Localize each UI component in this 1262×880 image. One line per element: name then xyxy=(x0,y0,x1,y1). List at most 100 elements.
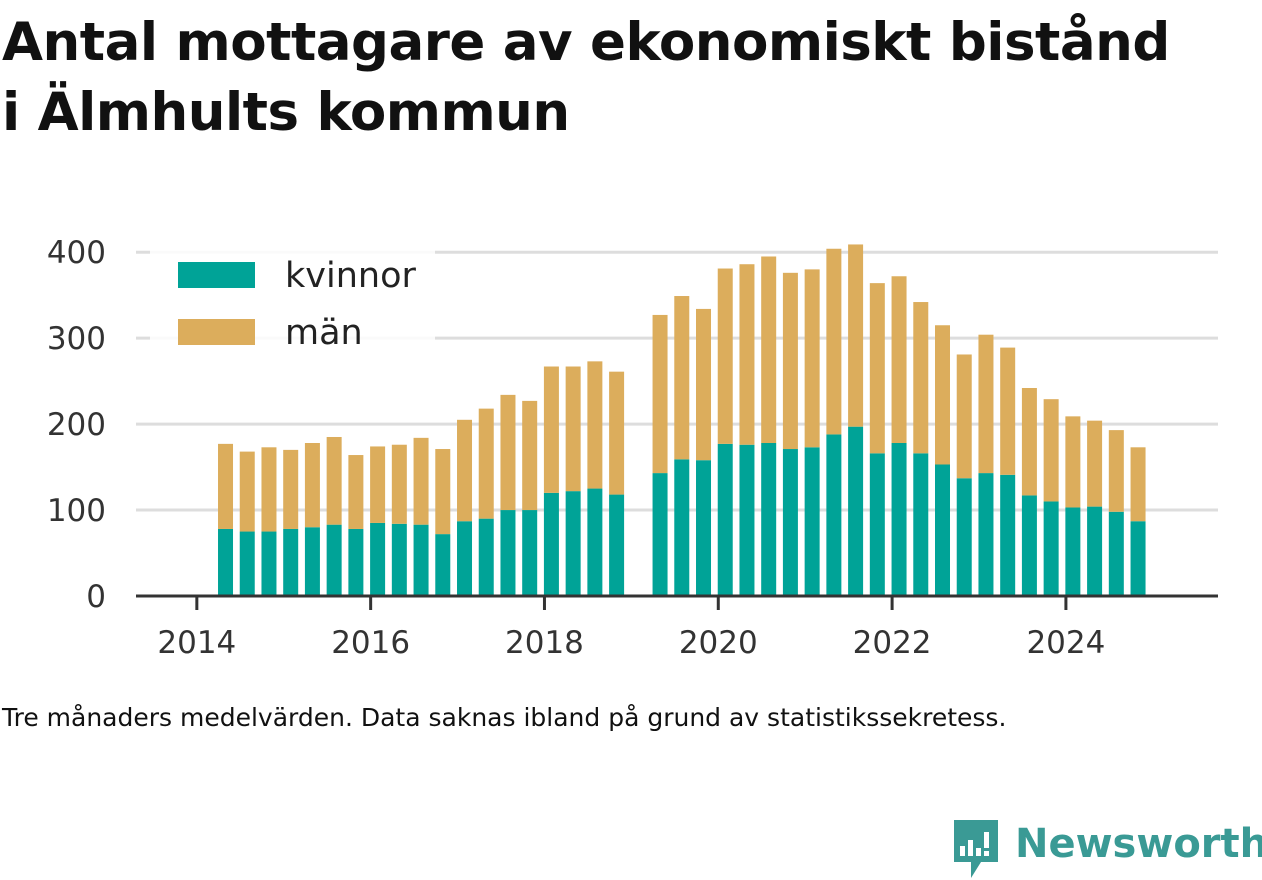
y-tick-label: 400 xyxy=(47,235,106,271)
bar-kvinnor xyxy=(239,531,255,596)
bar-man xyxy=(522,400,538,511)
bar-man xyxy=(1021,387,1037,496)
bar-kvinnor xyxy=(1108,511,1124,596)
bar-kvinnor xyxy=(218,528,234,596)
bar-man xyxy=(1065,416,1081,508)
bar-kvinnor xyxy=(500,510,516,596)
bar-kvinnor xyxy=(478,518,494,596)
x-tick-label: 2022 xyxy=(853,625,932,661)
bar-man xyxy=(218,443,234,529)
bar-man xyxy=(869,283,885,454)
bar-kvinnor xyxy=(587,488,603,596)
bar-kvinnor xyxy=(1043,501,1059,596)
bar-kvinnor xyxy=(674,459,690,596)
bar-kvinnor xyxy=(522,510,538,596)
bar-man xyxy=(891,276,907,444)
bar-man xyxy=(543,366,559,493)
x-tick-label: 2018 xyxy=(505,625,584,661)
bar-man xyxy=(1043,399,1059,502)
y-tick-label: 300 xyxy=(47,321,106,357)
bar-man xyxy=(804,269,820,448)
bar-kvinnor xyxy=(848,426,864,596)
bar-kvinnor xyxy=(283,528,299,596)
bar-man xyxy=(1000,347,1016,475)
bar-man xyxy=(413,437,429,525)
bar-man xyxy=(565,366,581,492)
bar-kvinnor xyxy=(935,464,951,596)
bar-man xyxy=(826,248,842,435)
bar-man xyxy=(500,394,516,511)
bar-man xyxy=(1130,447,1146,522)
bar-kvinnor xyxy=(717,443,733,596)
y-tick-label: 100 xyxy=(47,493,106,529)
bar-kvinnor xyxy=(304,527,320,596)
bar-kvinnor xyxy=(869,453,885,596)
bar-man xyxy=(956,354,972,479)
bar-man xyxy=(674,296,690,460)
bar-man xyxy=(782,272,798,450)
bar-man xyxy=(652,314,668,474)
bar-man xyxy=(696,308,712,461)
bar-kvinnor xyxy=(978,473,994,596)
chart-title-line-2: i Älmhults kommun xyxy=(2,82,570,143)
bar-man xyxy=(913,302,929,454)
bar-kvinnor xyxy=(370,522,386,596)
x-tick-label: 2014 xyxy=(157,625,236,661)
bar-man xyxy=(239,451,255,532)
bar-man xyxy=(348,455,364,529)
bar-man xyxy=(304,443,320,528)
bar-kvinnor xyxy=(261,531,277,596)
legend-label: kvinnor xyxy=(285,256,416,296)
y-tick-label: 0 xyxy=(86,579,106,615)
bar-kvinnor xyxy=(1021,495,1037,596)
bar-man xyxy=(717,268,733,444)
chart-title-line-1: Antal mottagare av ekonomiskt bistånd xyxy=(2,12,1170,73)
chart-title: Antal mottagare av ekonomiskt bistånd i … xyxy=(2,8,1260,148)
x-tick-label: 2016 xyxy=(331,625,410,661)
bar-kvinnor xyxy=(326,524,342,596)
bar-man xyxy=(457,419,473,522)
bar-kvinnor xyxy=(652,473,668,596)
bar-man xyxy=(739,264,755,445)
bar-kvinnor xyxy=(956,478,972,596)
bar-man xyxy=(761,256,777,444)
bar-kvinnor xyxy=(913,453,929,596)
bar-kvinnor xyxy=(891,443,907,596)
bar-man xyxy=(1087,420,1103,507)
stacked-bar-chart: 0 100 200 300 400 2014 2016 2018 2020 2022 2024 kvi… xyxy=(47,235,1218,661)
bar-man xyxy=(978,334,994,474)
brand-logo[interactable]: Newsworthy xyxy=(951,818,1262,880)
bar-man xyxy=(391,444,407,524)
bar-man xyxy=(478,408,494,519)
chart-caption: Tre månaders medelvärden. Data saknas ib… xyxy=(2,703,1007,732)
bar-kvinnor xyxy=(565,491,581,596)
bar-man xyxy=(609,371,625,495)
bar-kvinnor xyxy=(696,460,712,596)
x-tick-label: 2024 xyxy=(1026,625,1105,661)
bar-kvinnor xyxy=(761,443,777,596)
bar-kvinnor xyxy=(391,523,407,596)
bar-kvinnor xyxy=(413,524,429,596)
bar-kvinnor xyxy=(543,492,559,596)
bar-kvinnor xyxy=(348,528,364,596)
legend-swatch-kvinnor xyxy=(178,262,255,288)
bar-kvinnor xyxy=(826,434,842,596)
bar-kvinnor xyxy=(435,534,451,596)
legend-label: män xyxy=(285,313,363,353)
legend-swatch-man xyxy=(178,319,255,345)
bar-man xyxy=(326,436,342,525)
bar-kvinnor xyxy=(739,444,755,596)
bar-man xyxy=(587,361,603,489)
bar-man xyxy=(1108,430,1124,512)
bar-kvinnor xyxy=(1130,521,1146,596)
x-tick-label: 2020 xyxy=(679,625,758,661)
bar-man xyxy=(283,449,299,529)
bar-kvinnor xyxy=(782,449,798,596)
bar-kvinnor xyxy=(609,494,625,596)
bar-kvinnor xyxy=(1065,507,1081,596)
bar-kvinnor xyxy=(1000,474,1016,596)
bar-man xyxy=(935,325,951,465)
bar-kvinnor xyxy=(1087,506,1103,596)
newsworthy-logo-icon xyxy=(954,820,998,878)
bar-man xyxy=(370,446,386,523)
